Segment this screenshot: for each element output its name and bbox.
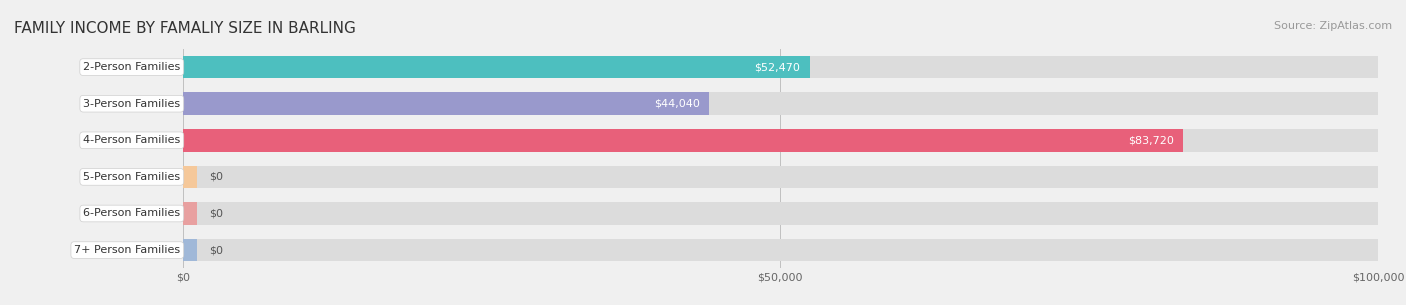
Text: 2-Person Families: 2-Person Families <box>83 62 180 72</box>
Bar <box>183 92 1378 115</box>
Bar <box>183 129 1378 152</box>
Bar <box>183 239 197 261</box>
Bar <box>183 56 1378 78</box>
Bar <box>183 92 709 115</box>
Bar <box>183 56 810 78</box>
Text: $44,040: $44,040 <box>654 99 700 109</box>
Bar <box>183 239 1378 261</box>
Bar <box>183 166 1378 188</box>
Text: FAMILY INCOME BY FAMALIY SIZE IN BARLING: FAMILY INCOME BY FAMALIY SIZE IN BARLING <box>14 21 356 36</box>
Text: $0: $0 <box>209 209 224 218</box>
Text: 4-Person Families: 4-Person Families <box>83 135 180 145</box>
Text: 7+ Person Families: 7+ Person Families <box>75 245 180 255</box>
Bar <box>183 202 1378 225</box>
Text: 6-Person Families: 6-Person Families <box>83 209 180 218</box>
Bar <box>183 129 1184 152</box>
Text: Source: ZipAtlas.com: Source: ZipAtlas.com <box>1274 21 1392 31</box>
Text: $0: $0 <box>209 172 224 182</box>
Text: 3-Person Families: 3-Person Families <box>83 99 180 109</box>
Text: $83,720: $83,720 <box>1128 135 1174 145</box>
Bar <box>183 202 197 225</box>
Text: $52,470: $52,470 <box>755 62 800 72</box>
Text: $0: $0 <box>209 245 224 255</box>
Text: 5-Person Families: 5-Person Families <box>83 172 180 182</box>
Bar <box>183 166 197 188</box>
